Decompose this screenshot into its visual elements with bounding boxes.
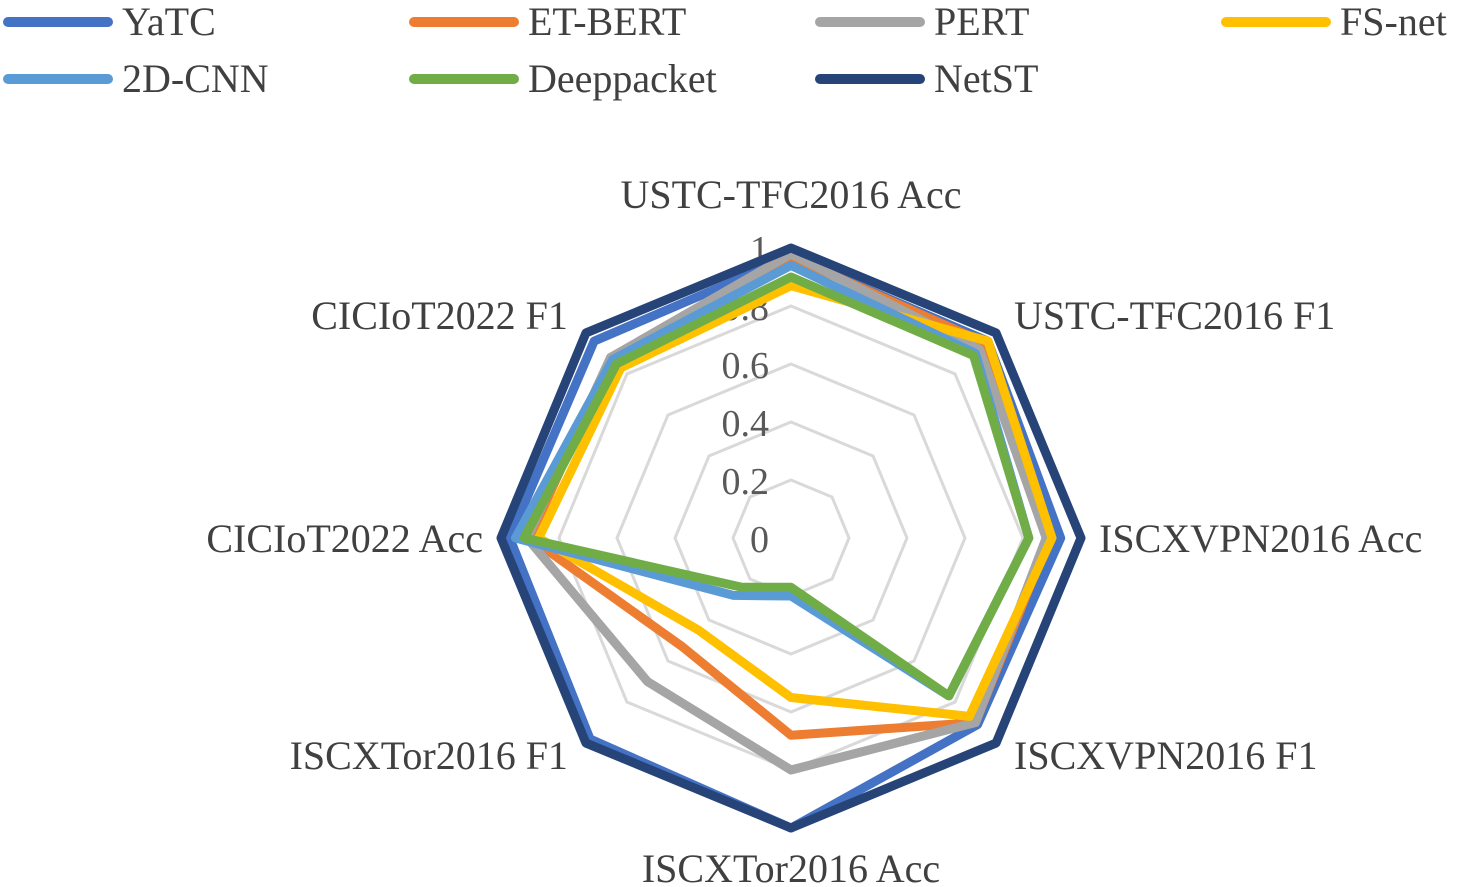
grid-ring-2	[673, 420, 909, 656]
legend-label-2d-cnn: 2D-CNN	[122, 56, 269, 101]
axis-label: ISCXVPN2016 F1	[1014, 733, 1317, 778]
axis-labels: USTC-TFC2016 Acc USTC-TFC2016 F1 ISCXVPN20…	[206, 172, 1422, 887]
axis-label: USTC-TFC2016 F1	[1014, 293, 1335, 338]
legend: YaTC ET-BERT PERT FS-net 2D-CNN Deeppacket Net…	[3, 0, 1447, 101]
axis-label: CICIoT2022 F1	[311, 293, 568, 338]
axis-label: ISCXVPN2016 Acc	[1099, 516, 1422, 561]
series-line-netst	[496, 243, 1086, 833]
tick-label: 0.4	[722, 403, 770, 445]
axis-label: CICIoT2022 Acc	[206, 516, 483, 561]
axis-label: ISCXTor2016 Acc	[642, 846, 940, 887]
grid-ring-3	[615, 362, 967, 714]
axis-label: ISCXTor2016 F1	[290, 733, 568, 778]
series-lines	[496, 243, 1086, 833]
series-line-deeppacket	[519, 272, 1034, 701]
tick-label: 0.2	[722, 461, 770, 503]
legend-label-yatc: YaTC	[122, 0, 216, 44]
legend-label-netst: NetST	[934, 56, 1038, 101]
legend-label-deeppacket: Deeppacket	[528, 56, 717, 101]
axis-label: USTC-TFC2016 Acc	[620, 172, 961, 217]
legend-label-et-bert: ET-BERT	[528, 0, 686, 44]
series-line-fs-net	[534, 281, 1057, 721]
legend-label-fs-net: FS-net	[1340, 0, 1447, 44]
legend-label-pert: PERT	[934, 0, 1029, 44]
tick-label: 0.6	[722, 345, 770, 387]
tick-label: 0	[750, 519, 769, 561]
